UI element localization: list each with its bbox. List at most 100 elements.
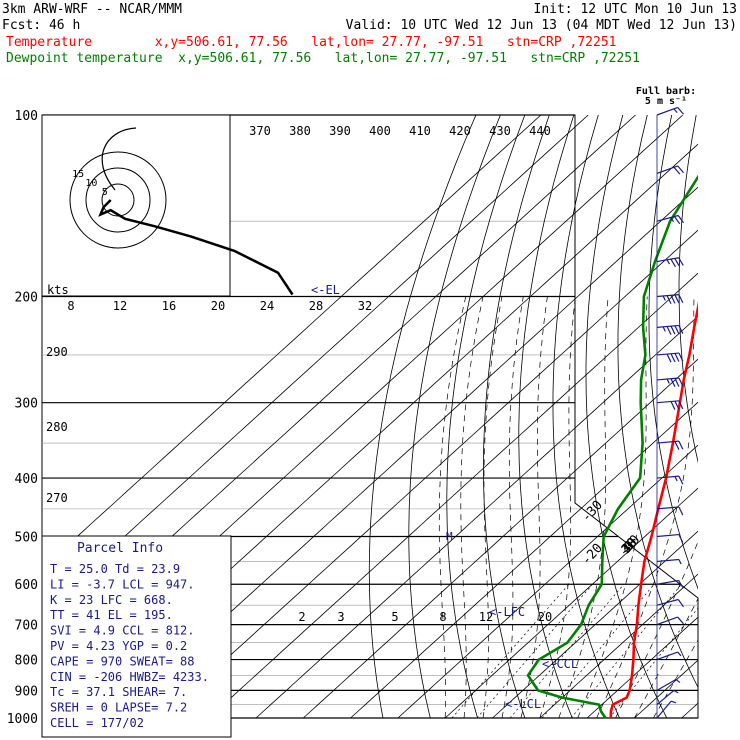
wind-barb-flag <box>670 401 676 410</box>
wind-barb <box>656 533 684 543</box>
wind-barb-flag <box>666 326 672 335</box>
hodograph-ring <box>69 151 167 249</box>
wind-barb <box>656 352 684 363</box>
wind-barb-half-flag <box>678 559 682 565</box>
mixing-ratio-line <box>570 583 682 719</box>
wind-barb-staff <box>656 689 675 706</box>
moist-adiabat-line <box>460 296 484 719</box>
parcel-info-row: SREH = 0 LAPSE= 7.2 <box>50 701 187 715</box>
hodograph-frame <box>41 114 231 297</box>
wind-barb-half-flag <box>666 259 671 265</box>
dry-adiabat-line <box>585 115 668 719</box>
wind-barb-flag <box>673 166 681 175</box>
wind-barb-flag <box>674 325 680 335</box>
parcel-info-row: SVI = 4.9 CCL = 812. <box>50 624 195 638</box>
dry-adiabat-line <box>648 115 698 590</box>
moist-adiabat-line <box>520 296 548 719</box>
parcel-info-frame <box>41 535 232 738</box>
wind-barb-flag <box>678 257 684 266</box>
wind-barb-flag <box>678 440 684 450</box>
pressure-tick-label: 100 <box>15 109 38 124</box>
parcel-info-row: PV = 4.23 YGP = 0.2 <box>50 639 187 653</box>
wind-barb-flag <box>666 295 672 305</box>
isotherm-line <box>208 272 698 719</box>
theta-label: 390 <box>329 124 351 138</box>
mixing-ratio-label: 5 <box>391 610 398 624</box>
isotherm-line <box>681 702 698 719</box>
mixing-ratio-label: 2 <box>298 610 305 624</box>
hodograph-units: kts <box>47 283 69 297</box>
wind-barb <box>656 440 684 450</box>
wind-barb-half-flag <box>662 295 666 301</box>
profile-group <box>526 174 698 719</box>
wind-barb-flag <box>670 353 676 363</box>
pressure-tick-label: 600 <box>15 578 38 593</box>
wind-barb-flag <box>673 216 681 225</box>
wind-barb <box>656 678 681 691</box>
mixing-ratio-line <box>451 583 570 719</box>
wind-barb <box>656 616 685 626</box>
wind-barb <box>656 400 684 410</box>
wind-barb-flag <box>674 353 680 362</box>
wind-barb-half-flag <box>673 108 678 114</box>
wind-barb-flag <box>677 616 685 625</box>
wind-barb-flag <box>678 475 684 485</box>
moist-adiabat-line <box>615 540 698 719</box>
wind-barb-flag <box>674 258 680 267</box>
wind-barb <box>656 558 682 565</box>
dry-adiabat-label: 290 <box>46 345 68 359</box>
wind-barb-flag <box>678 294 684 303</box>
wind-barb-flag <box>670 378 676 388</box>
pressure-tick-label: 700 <box>15 619 38 634</box>
mixing-ratio-label: 12 <box>479 610 493 624</box>
wind-barb <box>656 689 679 706</box>
moist-adiabat-line <box>539 296 576 719</box>
wind-barb-staff <box>656 651 678 661</box>
wind-barb-flag <box>678 534 684 543</box>
wind-barb-half-flag <box>677 651 682 657</box>
wind-barb <box>656 598 684 608</box>
wind-barb <box>656 165 685 175</box>
wind-barb-flag <box>666 353 672 363</box>
parcel-info-row: CELL = 177/02 <box>50 716 144 730</box>
forecast-hour: Fcst: 46 h <box>2 18 80 33</box>
mixing-ratio-line <box>509 583 625 719</box>
dewpoint-legend: Dewpoint temperature x,y=506.61, 77.56 l… <box>6 51 640 66</box>
wind-barb-half-flag <box>670 217 675 222</box>
storm-marker: M <box>446 530 453 543</box>
dry-adiabat-line <box>408 115 501 719</box>
parcel-info-box: Parcel Info T = 25.0 Td = 23.9LI = -3.7 L… <box>41 535 232 738</box>
dry-adiabat-line <box>708 115 740 718</box>
hodograph-speed-label: 20 <box>211 299 225 313</box>
wind-barb-flag <box>670 295 676 304</box>
theta-label: 420 <box>449 124 471 138</box>
pressure-tick-label: 900 <box>15 684 38 699</box>
wind-barb-flag <box>678 400 684 410</box>
isotherm-line <box>255 315 698 719</box>
moist-adiabat-line <box>577 296 648 719</box>
wind-legend-line2: 5 m s⁻¹ <box>645 96 687 107</box>
theta-label: 430 <box>489 124 511 138</box>
model-title: 3km ARW-WRF -- NCAR/MMM <box>2 2 182 17</box>
hodograph-speed-label: 8 <box>67 299 74 313</box>
isotherm-line <box>492 530 698 719</box>
hodograph-ring <box>85 167 151 233</box>
sounding-profiles <box>526 174 698 719</box>
moist-adiabat-line <box>501 296 524 719</box>
parcel-info-row: CIN = -206 HWBZ= 4233. <box>50 670 209 684</box>
hodograph-speed-label: 32 <box>358 299 372 313</box>
wind-legend-line1: Full barb: <box>636 86 696 97</box>
wind-barb-staff <box>656 616 678 626</box>
wind-barb-staff <box>656 678 677 691</box>
parcel-info-row: T = 25.0 Td = 23.9 <box>50 562 180 576</box>
moist-adiabat-line <box>596 296 695 719</box>
mixing-ratio-label: 3 <box>337 610 344 624</box>
wind-barb-flag <box>678 580 684 589</box>
hodograph-ring-label: 15 <box>72 169 84 180</box>
hodograph-speed-label: 24 <box>260 299 274 313</box>
isotherm-right-label: -30 <box>579 498 606 525</box>
wind-barb-staff <box>656 598 679 606</box>
parcel-info-row: K = 23 LFC = 668. <box>50 593 173 607</box>
hodograph-ring-label: 5 <box>102 187 108 198</box>
